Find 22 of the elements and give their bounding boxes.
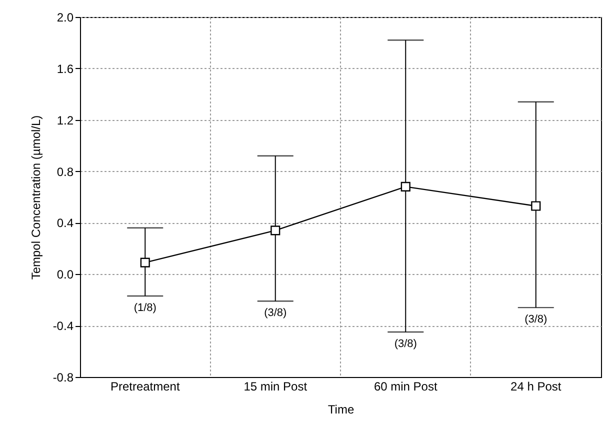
y-tick-label: 0.8 — [56, 164, 74, 179]
annotation: (1/8) — [134, 302, 156, 314]
annotation: (3/8) — [524, 314, 548, 326]
point — [140, 258, 150, 268]
y-tick-label: 0.4 — [56, 216, 74, 230]
y-axis-title: Tempol Concentration (µmol/L) — [28, 115, 43, 280]
point — [270, 226, 280, 236]
annotation: (3/8) — [264, 307, 287, 320]
point — [400, 182, 410, 192]
y-tick-label: 0.0 — [56, 268, 74, 282]
x-tick-label: Pretreatment — [110, 380, 180, 394]
x-tick-label: 60 min Post — [374, 380, 438, 394]
x-axis-title: Time — [328, 402, 354, 416]
y-tick-label: 1.2 — [56, 113, 74, 128]
y-tick-label: -0.8 — [52, 370, 74, 384]
annotation: (3/8) — [394, 338, 417, 350]
y-tick-label: -0.4 — [52, 319, 74, 334]
y-tick-label: 1.6 — [56, 62, 74, 76]
x-tick-label: 15 min Post — [244, 380, 308, 394]
point — [531, 201, 541, 211]
y-tick-label: 2.0 — [56, 10, 74, 24]
x-tick-label: 24 h Post — [510, 380, 562, 394]
